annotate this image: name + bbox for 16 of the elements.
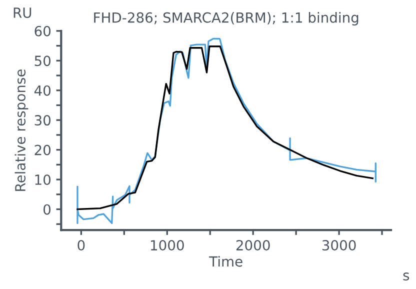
text: RU: [14, 8, 32, 18]
y-tick-label: 60: [34, 26, 51, 36]
y-tick-label: 30: [34, 115, 51, 126]
y-tick-label: 50: [34, 56, 51, 66]
y-axis-title: Relative response: [14, 69, 28, 191]
chart-title: FHD-286; SMARCA2(BRM); 1:1 binding: [94, 12, 358, 26]
y-tick-label: 0: [44, 204, 51, 215]
y-tick-label: 20: [34, 144, 51, 156]
x-tick-label: 0: [78, 240, 85, 251]
x-axis-title: Time: [209, 256, 242, 267]
y-tick-label: 10: [35, 174, 51, 185]
x-tick-label: 2000: [236, 240, 270, 251]
x-tick-label: 3000: [322, 240, 356, 251]
text: s: [403, 272, 410, 281]
y-tick-label: 40: [34, 85, 51, 96]
x-tick-label: 1000: [150, 240, 184, 251]
